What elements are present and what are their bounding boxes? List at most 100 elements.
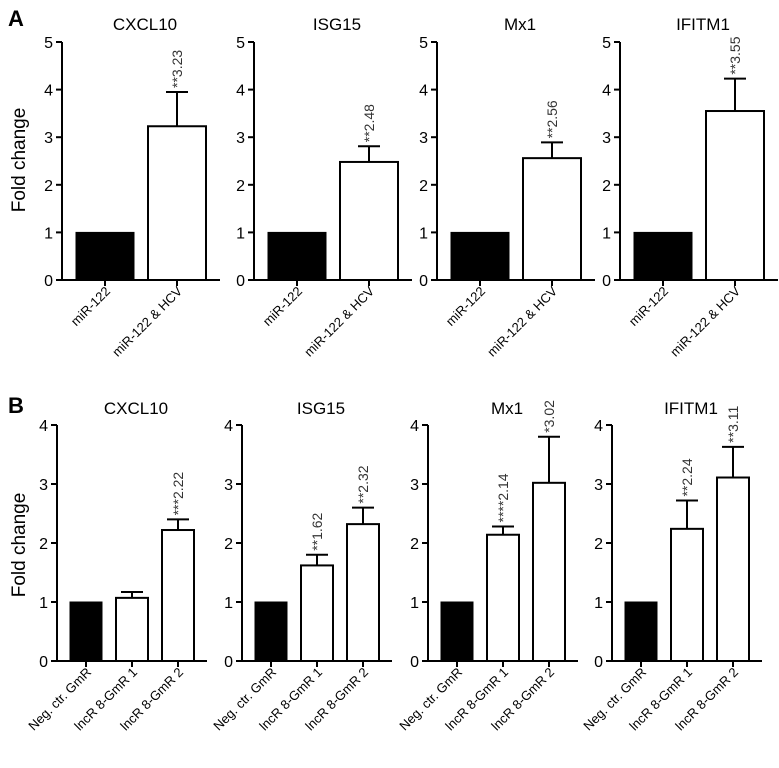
data-label: *3.02 (541, 400, 557, 433)
bar (670, 527, 704, 663)
chart-title: IFITM1 (664, 399, 718, 418)
y-tick-label: 2 (594, 536, 603, 553)
y-tick-label: 3 (44, 130, 53, 147)
y-tick-label: 0 (224, 654, 233, 671)
chart-title: ISG15 (297, 399, 345, 418)
y-tick-label: 3 (224, 477, 233, 494)
y-tick-label: 3 (236, 130, 245, 147)
y-tick-label: 2 (236, 178, 245, 195)
bar (69, 601, 103, 662)
chart-title: ISG15 (313, 15, 361, 34)
bar (486, 533, 520, 662)
data-label: ****2.14 (495, 473, 511, 522)
y-tick-label: 4 (419, 83, 428, 100)
y-tick-label: 5 (419, 35, 428, 52)
bar (450, 231, 510, 281)
y-tick-label: 5 (602, 35, 611, 52)
x-tick-label: miR-122 (443, 284, 488, 329)
y-tick-label: 4 (236, 83, 245, 100)
bar (440, 601, 474, 662)
x-tick-label: miR-122 & HCV (667, 283, 743, 359)
chart-title: IFITM1 (676, 15, 730, 34)
data-label: **2.56 (544, 100, 560, 138)
y-tick-label: 0 (44, 273, 53, 290)
y-tick-label: 1 (236, 225, 245, 242)
y-tick-label: 3 (419, 130, 428, 147)
y-tick-label: 0 (39, 654, 48, 671)
chart-title: CXCL10 (113, 15, 177, 34)
data-label: **3.11 (725, 406, 741, 443)
panel-b-letter: B (8, 393, 24, 418)
bar (346, 523, 380, 662)
bar (75, 231, 135, 281)
y-tick-label: 5 (44, 35, 53, 52)
bar (624, 601, 658, 662)
y-tick-label: 1 (44, 225, 53, 242)
chart-title: Mx1 (491, 399, 523, 418)
bar (115, 596, 149, 662)
y-tick-label: 1 (594, 595, 603, 612)
y-tick-label: 4 (602, 83, 611, 100)
x-tick-label: miR-122 & HCV (484, 283, 560, 359)
y-tick-label: 1 (419, 225, 428, 242)
y-tick-label: 4 (39, 418, 48, 435)
y-tick-label: 2 (410, 536, 419, 553)
y-tick-label: 5 (236, 35, 245, 52)
y-tick-label: 1 (602, 225, 611, 242)
y-tick-label: 0 (410, 654, 419, 671)
y-tick-label: 2 (224, 536, 233, 553)
data-label: **3.55 (727, 36, 743, 74)
y-tick-label: 2 (44, 178, 53, 195)
y-tick-label: 4 (594, 418, 603, 435)
chart-title: Mx1 (504, 15, 536, 34)
y-tick-label: 2 (419, 178, 428, 195)
y-tick-label: 4 (224, 418, 233, 435)
y-tick-label: 1 (39, 595, 48, 612)
chart-title: CXCL10 (104, 399, 168, 418)
bar (339, 160, 399, 281)
bar (716, 476, 750, 663)
bar (267, 231, 327, 281)
bar (147, 125, 207, 281)
y-tick-label: 3 (410, 477, 419, 494)
panel-a-letter: A (8, 6, 24, 31)
data-label: **3.23 (169, 50, 185, 88)
x-tick-label: miR-122 (260, 284, 305, 329)
y-axis-label-b: Fold change (9, 493, 30, 598)
y-tick-label: 1 (224, 595, 233, 612)
y-axis-label-a: Fold change (9, 108, 30, 213)
y-tick-label: 2 (39, 536, 48, 553)
x-tick-label: miR-122 & HCV (301, 283, 377, 359)
y-tick-label: 1 (410, 595, 419, 612)
bar (254, 601, 288, 662)
data-label: **2.24 (679, 458, 695, 496)
y-tick-label: 0 (602, 273, 611, 290)
data-label: ***2.22 (170, 472, 186, 516)
y-tick-label: 3 (594, 477, 603, 494)
bar (705, 110, 765, 281)
y-tick-label: 3 (602, 130, 611, 147)
y-tick-label: 4 (44, 83, 53, 100)
bar (161, 529, 195, 663)
y-tick-label: 3 (39, 477, 48, 494)
x-tick-label: miR-122 (626, 284, 671, 329)
x-tick-label: miR-122 (68, 284, 113, 329)
y-tick-label: 4 (410, 418, 419, 435)
y-tick-label: 0 (594, 654, 603, 671)
bar (522, 157, 582, 281)
y-tick-label: 2 (602, 178, 611, 195)
bar (300, 564, 334, 662)
data-label: **2.32 (355, 465, 371, 503)
data-label: **2.48 (361, 104, 377, 142)
data-label: **1.62 (309, 512, 325, 550)
